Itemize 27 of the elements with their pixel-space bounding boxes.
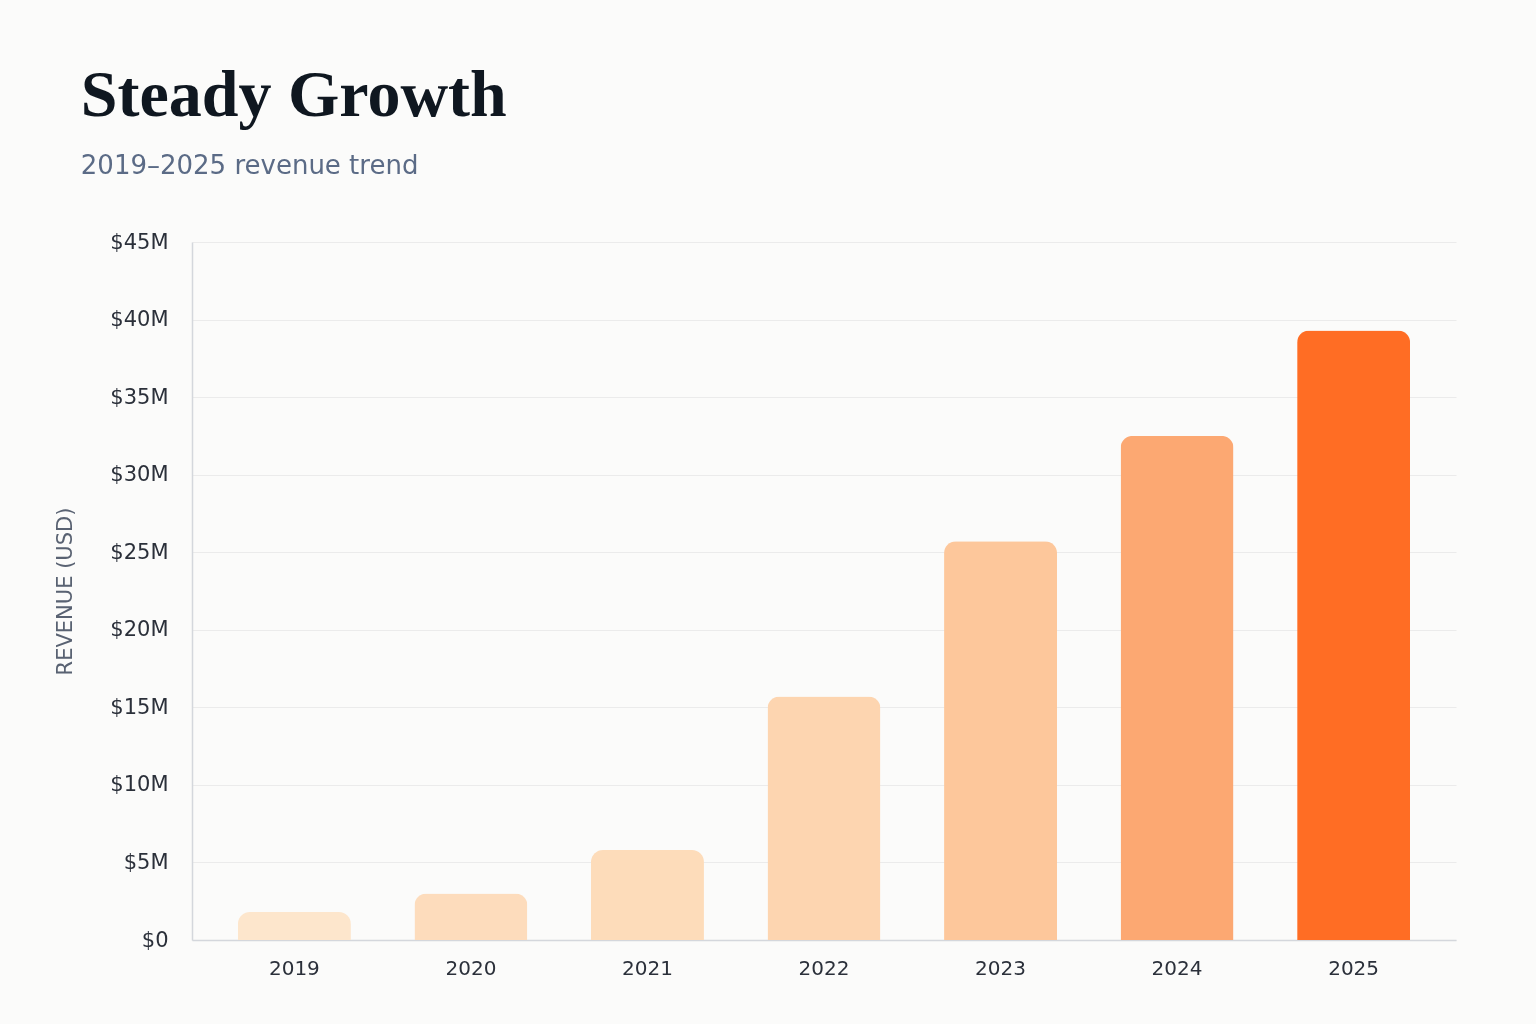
bar <box>944 541 1058 940</box>
y-tick-label: $15M <box>110 694 169 719</box>
bar <box>414 893 528 940</box>
bar <box>1297 330 1411 940</box>
y-tick-label: $0 <box>141 927 169 952</box>
y-tick-label: $40M <box>110 307 169 332</box>
y-tick-label: $30M <box>110 462 169 487</box>
x-tick-label: 2023 <box>975 955 1026 980</box>
y-tick-label: $20M <box>110 617 169 642</box>
bar <box>237 912 351 940</box>
y-tick-label: $10M <box>110 772 169 797</box>
y-tick-label: $35M <box>110 384 169 409</box>
x-tick-label: 2021 <box>622 955 673 980</box>
bar <box>767 696 881 940</box>
x-tick-label: 2024 <box>1151 955 1203 980</box>
x-tick-label: 2022 <box>798 955 850 980</box>
chart-subtitle: 2019–2025 revenue trend <box>80 150 419 180</box>
chart-title: Steady Growth <box>80 57 507 130</box>
y-tick-label: $25M <box>110 539 169 564</box>
y-tick-label: $5M <box>123 849 169 874</box>
x-tick-label: 2025 <box>1328 955 1380 980</box>
bar <box>1120 435 1234 940</box>
x-tick-label: 2020 <box>445 955 497 980</box>
y-tick-label: $45M <box>110 229 169 254</box>
y-axis-title: REVENUE (USD) <box>53 507 78 676</box>
x-tick-label: 2019 <box>268 955 320 980</box>
bar <box>590 850 704 940</box>
